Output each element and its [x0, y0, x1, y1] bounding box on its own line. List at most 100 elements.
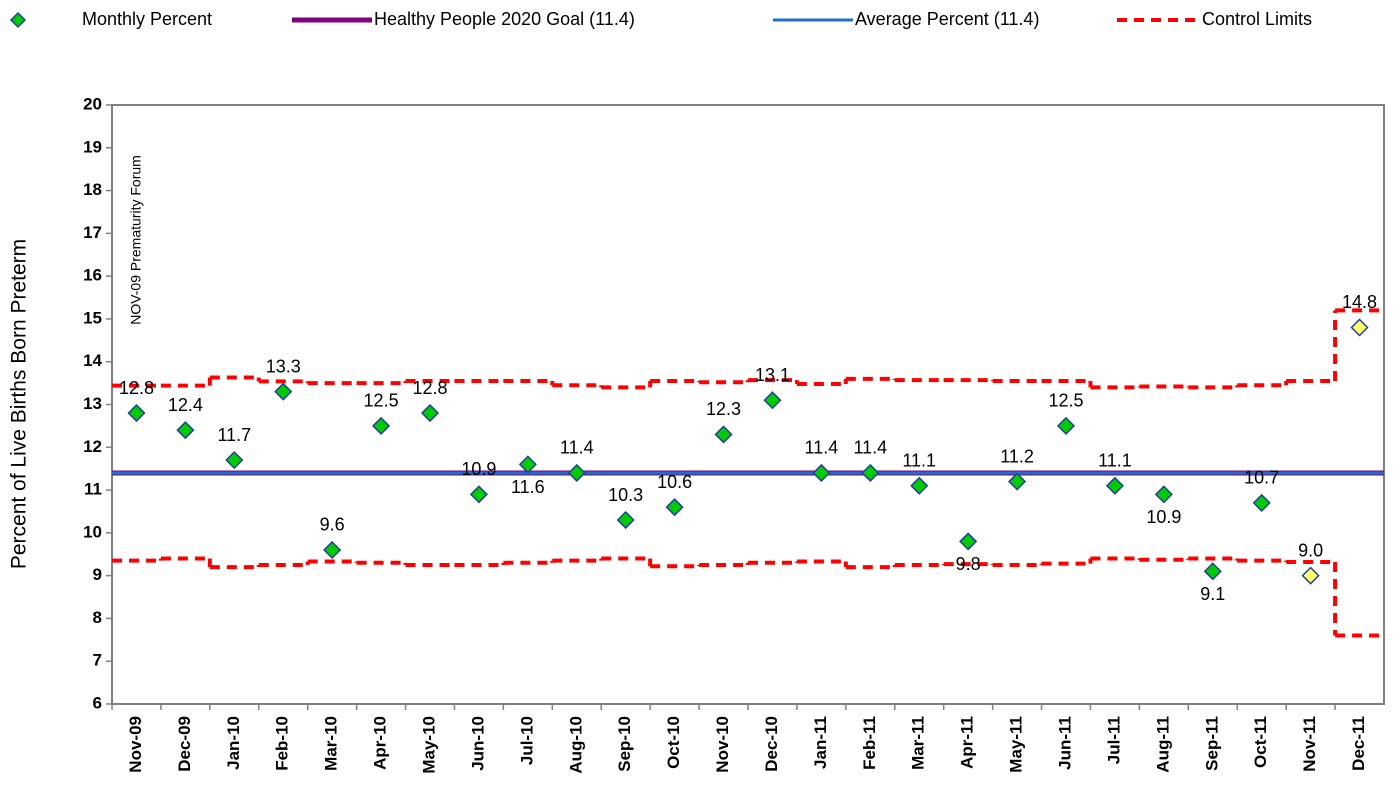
y-tick-label: 11: [84, 480, 102, 499]
legend-marker: [9, 11, 27, 29]
x-tick-label: Apr-10: [371, 716, 390, 770]
data-point: [1008, 472, 1027, 491]
data-label: 12.5: [1048, 391, 1083, 411]
data-label: 11.7: [217, 425, 251, 445]
x-tick-label: May-10: [419, 716, 438, 774]
x-tick-label: Feb-11: [860, 716, 879, 770]
data-point: [469, 485, 488, 504]
x-tick-label: Oct-10: [664, 716, 683, 769]
data-label: 10.6: [657, 472, 692, 492]
x-tick-label: Nov-11: [1300, 716, 1319, 772]
data-point: [274, 382, 293, 401]
data-point: [127, 403, 146, 423]
x-tick-label: Oct-11: [1251, 716, 1270, 768]
x-tick-label: Jan-10: [224, 716, 243, 770]
data-point: [420, 403, 440, 423]
data-label: 11.4: [560, 438, 594, 458]
data-label: 12.8: [412, 378, 447, 398]
y-tick-label: 16: [83, 266, 102, 285]
y-tick-label: 19: [83, 137, 102, 156]
legend-label: Healthy People 2020 Goal (11.4): [374, 9, 635, 29]
data-label: 13.3: [266, 356, 301, 376]
legend-label: Average Percent (11.4): [855, 9, 1039, 29]
x-tick-label: Jan-11: [811, 716, 830, 769]
data-point: [1301, 566, 1320, 585]
data-label: 11.4: [805, 438, 839, 458]
annotation: NOV-09 Prematurity Forum: [128, 155, 144, 325]
plot-frame: [111, 104, 1385, 705]
data-point: [1105, 476, 1124, 495]
x-tick-label: Aug-10: [566, 716, 585, 774]
y-tick-label: 20: [83, 94, 102, 113]
data-label: 10.3: [608, 485, 643, 505]
data-label: 10.9: [1146, 507, 1181, 527]
data-label: 9.8: [956, 554, 981, 574]
data-point: [372, 416, 391, 435]
x-tick-label: Nov-10: [713, 716, 732, 773]
y-tick-label: 17: [83, 223, 102, 242]
x-tick-label: Jul-11: [1104, 716, 1123, 764]
x-tick-label: May-11: [1007, 716, 1026, 773]
y-tick-label: 18: [83, 180, 102, 199]
data-point: [518, 455, 537, 474]
x-tick-label: Dec-11: [1349, 716, 1368, 771]
y-tick-label: 12: [83, 437, 102, 456]
data-point: [176, 421, 195, 440]
y-tick-label: 7: [93, 651, 102, 670]
data-point: [1252, 493, 1271, 512]
legend-label: Monthly Percent: [82, 9, 212, 29]
data-label: 14.8: [1342, 292, 1377, 312]
data-point: [910, 476, 929, 495]
x-tick-label: Mar-11: [909, 716, 928, 770]
data-point: [1350, 318, 1369, 337]
x-tick-label: Nov-09: [126, 716, 145, 773]
x-tick-label: Feb-10: [273, 716, 292, 771]
y-tick-label: 6: [93, 693, 102, 712]
data-label: 11.4: [853, 438, 887, 458]
y-axis-title: Percent of Live Births Born Preterm: [8, 239, 31, 569]
data-label: 11.1: [1098, 451, 1132, 471]
data-point: [323, 540, 342, 560]
data-label: 11.1: [902, 451, 936, 471]
x-tick-label: Dec-10: [762, 716, 781, 772]
data-label: 13.1: [755, 365, 790, 385]
data-point: [812, 463, 831, 483]
data-label: 10.9: [461, 459, 496, 479]
data-label: 9.0: [1298, 540, 1323, 560]
data-point: [1056, 416, 1076, 435]
data-point: [763, 391, 782, 410]
x-tick-label: Apr-11: [958, 716, 977, 769]
data-label: 9.6: [320, 515, 345, 535]
data-point: [567, 463, 586, 483]
legend-label: Control Limits: [1202, 9, 1312, 29]
y-tick-label: 9: [93, 565, 102, 584]
data-label: 11.6: [511, 477, 545, 497]
data-label: 10.7: [1244, 468, 1279, 488]
x-tick-label: Aug-11: [1153, 716, 1172, 773]
data-point: [1154, 485, 1173, 504]
data-point: [616, 510, 635, 530]
y-tick-label: 14: [83, 351, 102, 370]
data-label: 11.2: [1000, 446, 1034, 466]
x-tick-label: Jun-11: [1055, 716, 1074, 770]
data-point: [665, 498, 684, 517]
data-point: [861, 463, 880, 483]
x-tick-label: Jul-10: [517, 716, 536, 765]
data-label: 9.1: [1200, 584, 1225, 604]
y-tick-label: 8: [93, 608, 102, 627]
x-tick-label: Jun-10: [468, 716, 487, 771]
y-tick-label: 15: [83, 308, 102, 327]
x-tick-label: Dec-09: [175, 716, 194, 772]
data-label: 12.5: [364, 391, 399, 411]
data-point: [959, 532, 978, 551]
x-tick-label: Sep-11: [1202, 716, 1221, 771]
x-tick-label: Mar-10: [322, 716, 341, 771]
y-tick-label: 10: [83, 522, 102, 541]
data-point: [1203, 562, 1222, 581]
data-label: 12.8: [119, 378, 154, 398]
data-label: 12.4: [168, 395, 203, 415]
y-tick-label: 13: [83, 394, 102, 413]
data-label: 12.3: [706, 399, 741, 419]
x-tick-label: Sep-10: [615, 716, 634, 772]
